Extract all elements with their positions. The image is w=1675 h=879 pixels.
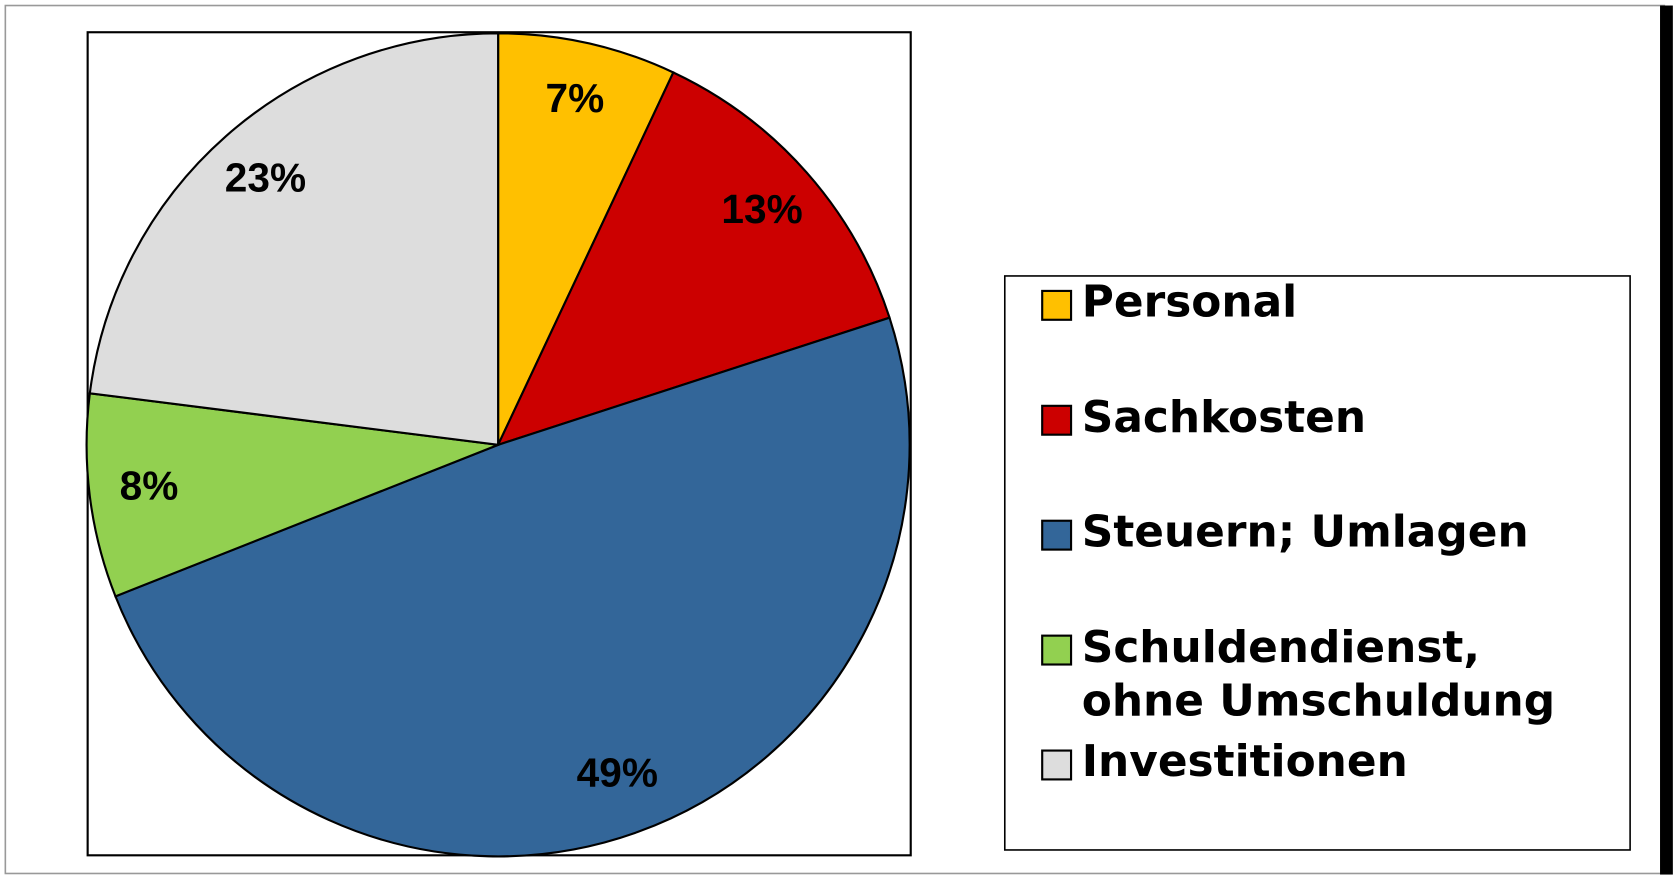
legend-item: Investitionen [1081,735,1408,787]
data-labels: 7% 13% 49% 8% 23% [120,75,803,795]
legend-box [1003,275,1631,851]
legend-item: Personal [1081,275,1298,328]
legend-label: Investitionen [1081,735,1408,787]
legend-swatch [1041,634,1073,666]
data-label: 13% [721,186,802,232]
pie-slice [114,316,911,858]
legend-item: Steuern; Umlagen [1081,505,1529,558]
frame-edge [1660,5,1673,875]
legend-swatch [1041,519,1073,551]
pie-slice [497,32,675,446]
legend-label: Steuern; Umlagen [1081,505,1529,558]
legend-label: Personal [1081,275,1298,328]
legend-label: Schuldendienst, ohne Umschuldung [1081,620,1556,726]
legend-item: Sachkosten [1081,390,1367,443]
pie-slice [85,392,499,598]
legend-label: Sachkosten [1081,390,1367,443]
data-label: 23% [225,155,306,201]
legend-swatch [1041,749,1073,781]
pie-slice [496,71,891,447]
data-label: 8% [120,463,179,509]
pie [85,32,911,858]
data-label: 7% [546,75,605,121]
legend-swatch [1041,404,1073,436]
data-label: 49% [577,750,658,796]
legend-swatch [1041,289,1073,321]
legend: Personal Sachkosten Steuern; Umlagen Schuld… [1041,275,1556,787]
legend-item: Schuldendienst, ohne Umschuldung [1081,620,1556,726]
pie-slice [88,32,500,447]
